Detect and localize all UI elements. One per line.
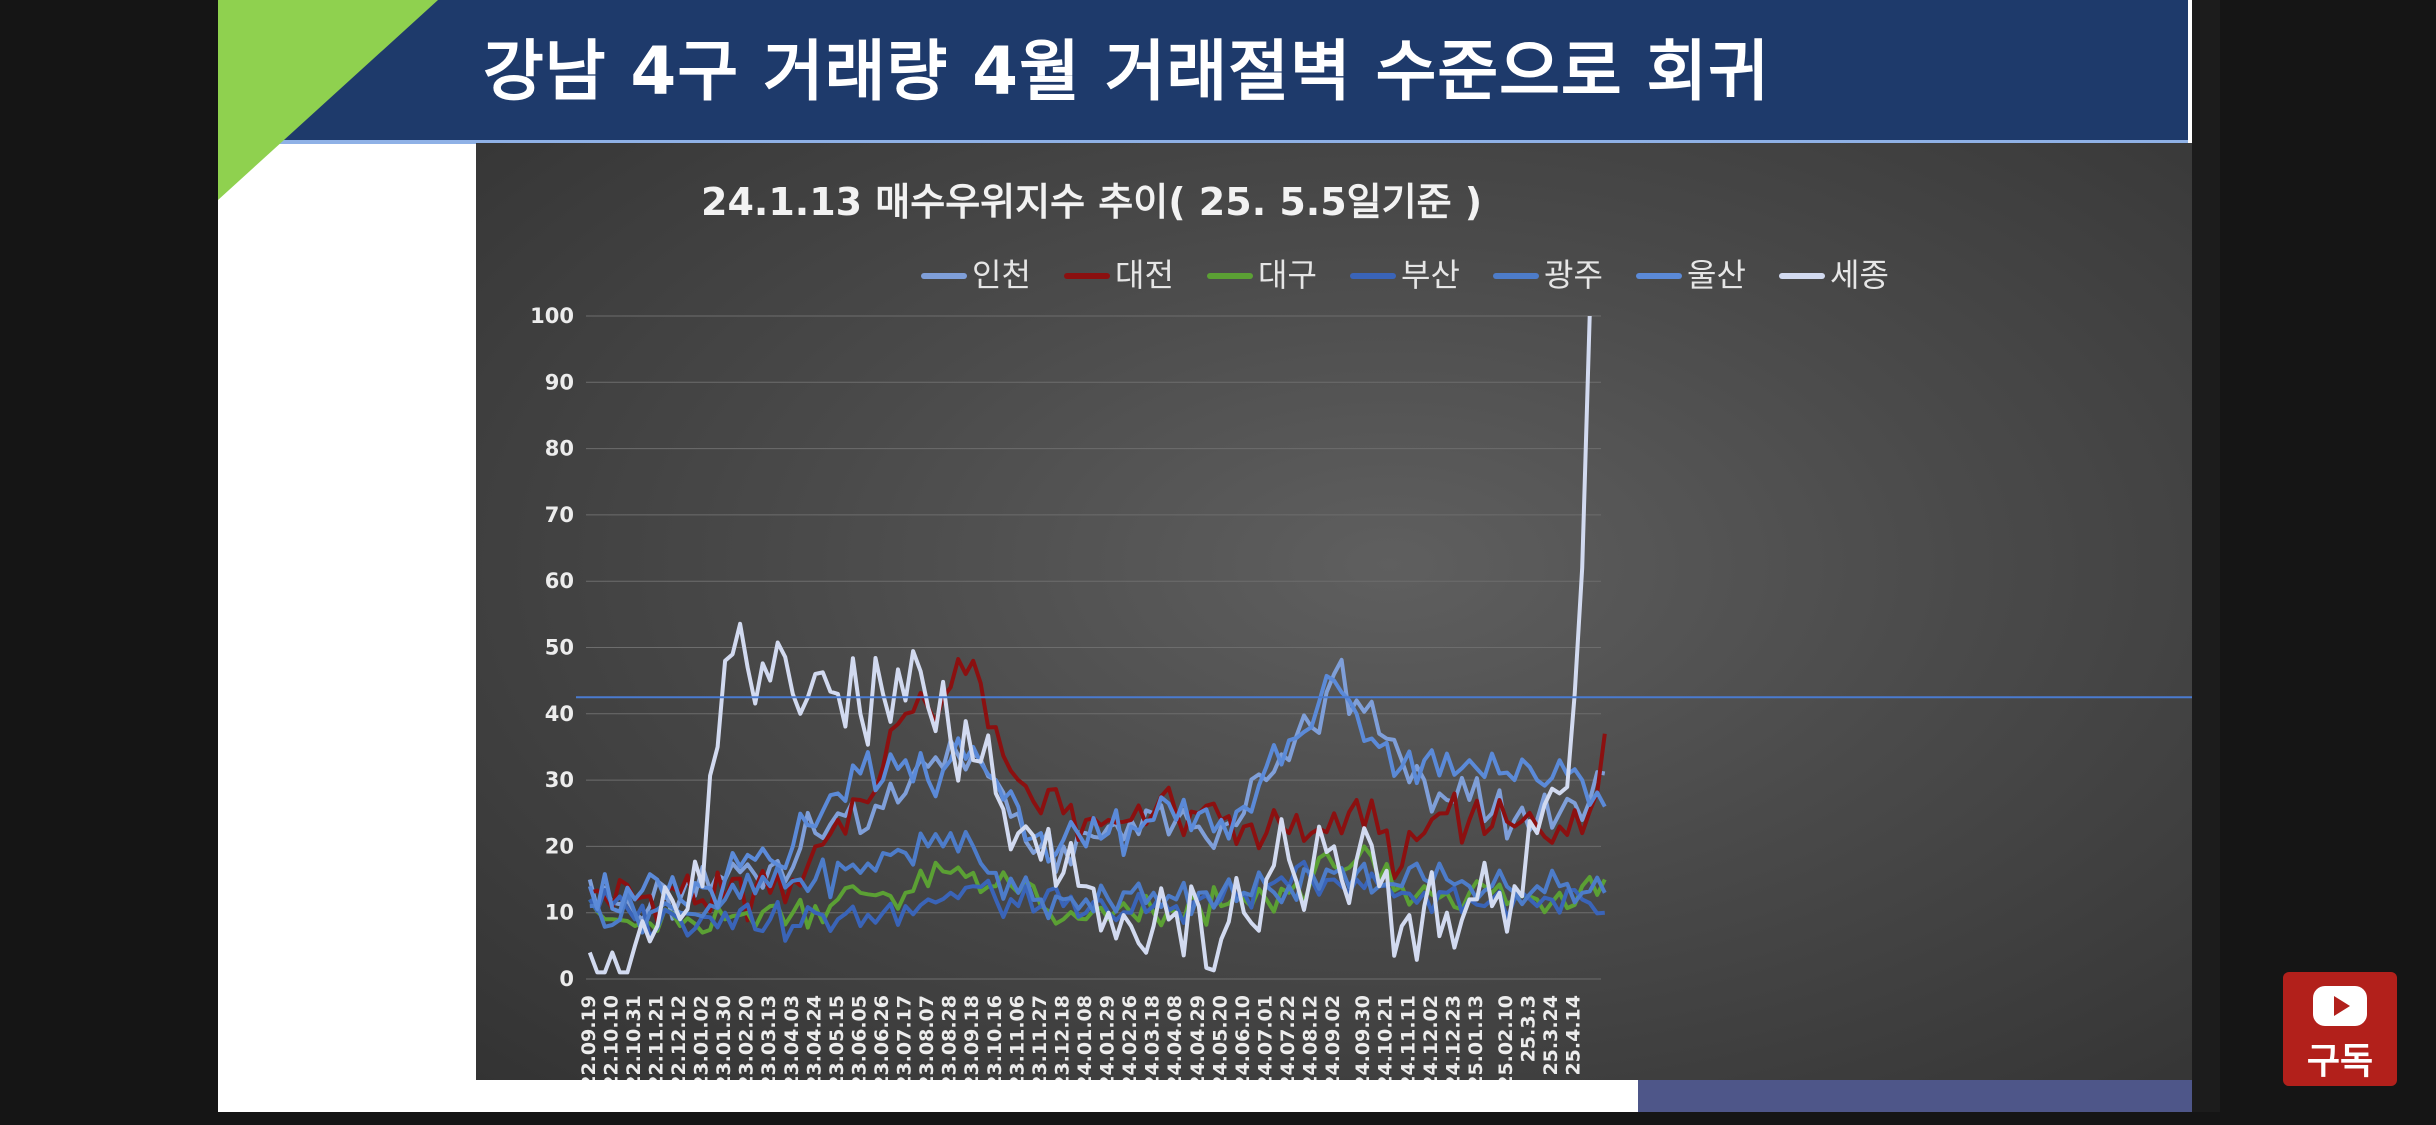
x-tick-label: 24.01.08 — [1074, 995, 1096, 1080]
y-tick-label: 60 — [545, 569, 574, 593]
legend-label: 대구 — [1258, 256, 1317, 294]
x-tick-label: 24.01.29 — [1097, 995, 1119, 1080]
x-tick-label: 22.10.10 — [600, 995, 622, 1080]
x-tick-label: 24.09.30 — [1352, 995, 1374, 1080]
x-tick-label: 24.06.10 — [1232, 995, 1254, 1080]
x-tick-label: 23.05.15 — [826, 995, 848, 1080]
x-tick-label: 25.02.10 — [1495, 995, 1517, 1080]
y-tick-label: 10 — [545, 901, 574, 925]
slide-title: 강남 4구 거래량 4월 거래절벽 수준으로 회귀 — [483, 33, 1770, 110]
x-tick-label: 24.09.02 — [1322, 995, 1344, 1080]
subscribe-label: 구독 — [2306, 1041, 2374, 1082]
x-tick-label: 24.10.21 — [1375, 995, 1397, 1080]
x-tick-label: 22.09.19 — [578, 995, 600, 1080]
x-tick-label: 23.10.16 — [984, 995, 1006, 1080]
x-tick-label: 23.08.07 — [916, 995, 938, 1080]
x-tick-label: 23.01.30 — [713, 995, 735, 1080]
x-tick-label: 22.12.12 — [668, 995, 690, 1080]
line-chart: 24.1.13 매수우위지수 추이( 25. 5.5일기준 ) 인천 대전 대구 부산… — [530, 180, 2192, 1080]
legend-label: 부산 — [1401, 256, 1460, 294]
play-triangle-icon — [2334, 996, 2350, 1016]
y-tick-label: 30 — [545, 768, 574, 792]
x-tick-label: 23.01.02 — [691, 995, 713, 1080]
x-tick-label: 23.11.27 — [1029, 995, 1051, 1080]
x-tick-label: 25.3.3 — [1518, 995, 1540, 1062]
slide: 강남 4구 거래량 4월 거래절벽 수준으로 회귀 24.1.13 매수우위지수… — [218, 0, 2192, 1112]
legend-label: 세종 — [1830, 256, 1889, 294]
series-line-1 — [589, 657, 1607, 924]
x-tick-label: 25.01.13 — [1465, 995, 1487, 1080]
x-tick-label: 23.04.03 — [781, 995, 803, 1080]
legend-label: 대전 — [1115, 256, 1174, 294]
x-tick-label: 23.12.18 — [1051, 995, 1073, 1080]
x-tick-label: 24.02.26 — [1119, 995, 1141, 1080]
y-axis-ticks: 0 10 20 30 40 50 60 70 80 90 100 — [530, 304, 574, 991]
youtube-play-icon — [2313, 986, 2367, 1026]
title-banner — [218, 0, 2188, 140]
x-tick-label: 23.06.26 — [871, 995, 893, 1080]
x-tick-label: 25.4.14 — [1563, 995, 1585, 1076]
x-tick-label: 23.07.17 — [894, 995, 916, 1080]
x-tick-label: 24.05.20 — [1209, 995, 1231, 1080]
y-tick-label: 100 — [530, 304, 574, 328]
decorative-block-bottom — [1638, 1080, 2192, 1112]
x-tick-label: 23.02.20 — [736, 995, 758, 1080]
x-tick-label: 23.11.06 — [1006, 995, 1028, 1080]
x-tick-label: 24.04.29 — [1187, 995, 1209, 1080]
x-tick-label: 24.11.11 — [1397, 995, 1419, 1080]
x-tick-label: 25.3.24 — [1540, 995, 1562, 1076]
y-tick-label: 70 — [545, 503, 574, 527]
x-tick-label: 23.03.13 — [758, 995, 780, 1080]
legend-label: 광주 — [1544, 256, 1603, 294]
y-tick-label: 20 — [545, 834, 574, 858]
y-tick-label: 0 — [559, 967, 574, 991]
y-tick-label: 40 — [545, 702, 574, 726]
green-corner-triangle — [218, 0, 438, 200]
x-tick-label: 23.04.24 — [803, 995, 825, 1080]
legend-label: 울산 — [1687, 256, 1746, 294]
x-tick-label: 24.07.01 — [1254, 995, 1276, 1080]
banner-underline — [278, 140, 2188, 144]
y-tick-label: 50 — [545, 636, 574, 660]
x-tick-label: 24.08.12 — [1300, 995, 1322, 1080]
x-tick-label: 23.09.18 — [961, 995, 983, 1080]
x-tick-label: 23.06.05 — [848, 995, 870, 1080]
x-tick-label: 24.12.02 — [1420, 995, 1442, 1080]
chart-legend: 인천 대전 대구 부산 광주 울산 세종 — [921, 256, 1889, 294]
chart-panel: 24.1.13 매수우위지수 추이( 25. 5.5일기준 ) 인천 대전 대구 부산… — [476, 143, 2192, 1080]
x-tick-label: 22.10.31 — [623, 995, 645, 1080]
x-tick-label: 24.03.18 — [1142, 995, 1164, 1080]
series-line-5 — [587, 673, 1607, 914]
series-lines — [587, 315, 1607, 975]
subscribe-button[interactable]: 구독 — [2283, 972, 2397, 1086]
x-tick-label: 22.11.21 — [645, 995, 667, 1080]
x-tick-label: 24.04.08 — [1164, 995, 1186, 1080]
x-tick-label: 24.12.23 — [1442, 995, 1464, 1080]
gridlines — [586, 315, 1601, 980]
y-tick-label: 80 — [545, 437, 574, 461]
legend-label: 인천 — [972, 256, 1031, 294]
right-edge-bar — [2192, 0, 2220, 1112]
y-tick-label: 90 — [545, 370, 574, 394]
x-axis-ticks: 22.09.19 22.10.10 22.10.31 22.11.21 22.12.12… — [578, 995, 1585, 1080]
chart-title: 24.1.13 매수우위지수 추이( 25. 5.5일기준 ) — [701, 180, 1482, 224]
x-tick-label: 24.07.22 — [1277, 995, 1299, 1080]
x-tick-label: 23.08.28 — [939, 995, 961, 1080]
